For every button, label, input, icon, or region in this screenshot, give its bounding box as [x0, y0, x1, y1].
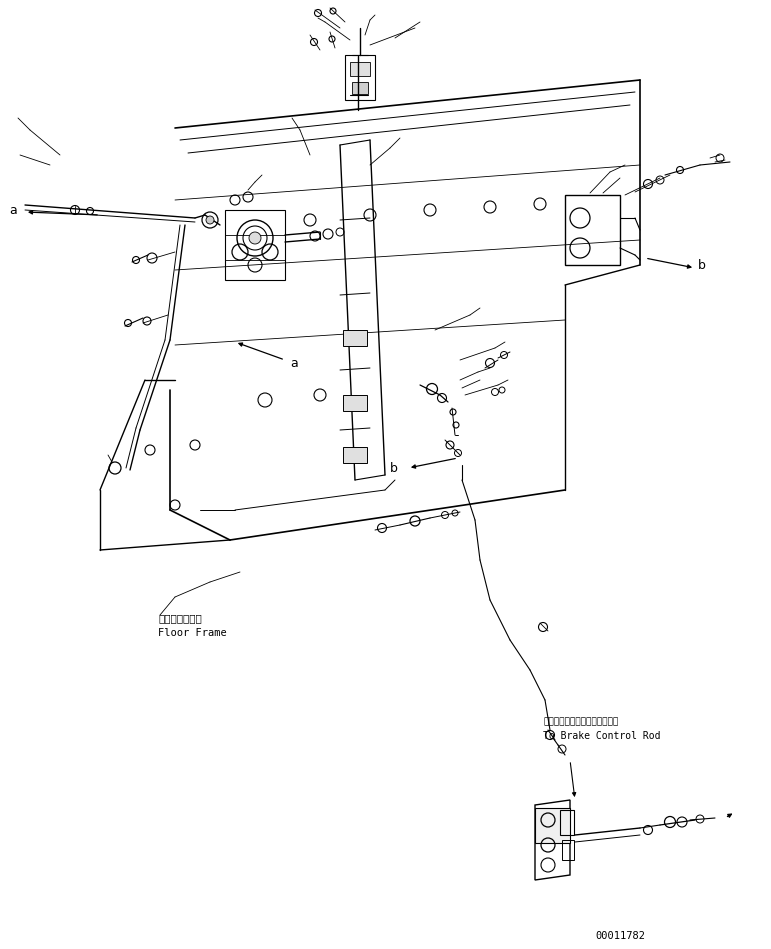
Text: ブレーキコントロールロッドヘ: ブレーキコントロールロッドヘ — [543, 717, 618, 727]
Text: a: a — [290, 357, 298, 369]
Text: a: a — [9, 203, 17, 216]
Text: To Brake Control Rod: To Brake Control Rod — [543, 731, 661, 741]
Text: b: b — [698, 258, 706, 271]
Circle shape — [206, 216, 214, 224]
Bar — [343, 395, 367, 411]
Text: フロアフレーム: フロアフレーム — [158, 613, 202, 623]
Text: b: b — [390, 461, 398, 474]
Bar — [535, 808, 570, 843]
Bar — [343, 447, 367, 463]
Text: 00011782: 00011782 — [595, 931, 645, 941]
Text: Floor Frame: Floor Frame — [158, 628, 227, 638]
Bar — [565, 195, 620, 265]
Bar — [560, 810, 574, 835]
Bar — [343, 330, 367, 346]
Bar — [562, 840, 574, 860]
Bar — [345, 55, 375, 100]
Circle shape — [249, 232, 261, 244]
Bar — [350, 62, 370, 76]
Bar — [352, 82, 368, 94]
